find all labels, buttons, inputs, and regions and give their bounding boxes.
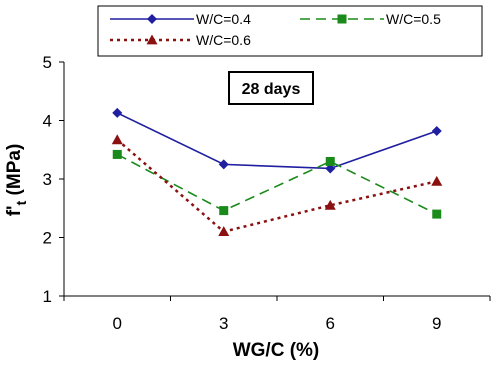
legend-label: W/C=0.5	[386, 11, 441, 27]
x-ticks: 0 3 6 9	[63, 296, 491, 333]
data-point	[325, 156, 335, 166]
data-point	[431, 175, 443, 186]
legend-item-1: W/C=0.4	[110, 11, 251, 27]
y-axis-title-unit: (MPa)	[4, 144, 25, 201]
series-3	[111, 134, 443, 237]
data-point	[325, 163, 336, 174]
annotation-box	[228, 71, 314, 105]
y-tick-label: 2	[43, 229, 52, 248]
legend-label: W/C=0.4	[196, 11, 251, 27]
y-axis-title-main: f'	[4, 205, 25, 216]
x-tick-label: 0	[113, 314, 122, 333]
data-point	[431, 126, 442, 137]
x-tick-label: 9	[432, 314, 441, 333]
y-tick-label: 3	[43, 170, 52, 189]
legend-swatch-marker	[146, 34, 158, 45]
x-tick-label: 3	[219, 314, 228, 333]
x-tick-label: 6	[326, 314, 335, 333]
annotation-label: 28 days	[242, 81, 301, 98]
plot-area: 1 2 3 4 5 0 3 6 9	[43, 53, 491, 333]
data-point	[218, 226, 230, 237]
data-point	[432, 209, 442, 219]
legend-swatch-marker	[337, 14, 347, 24]
series-group	[111, 107, 443, 237]
data-point	[112, 149, 122, 159]
series-1	[112, 107, 442, 174]
data-point	[324, 199, 336, 210]
series-2	[112, 149, 442, 219]
series-line	[116, 138, 438, 234]
x-axis-title: WG/C (%)	[233, 340, 320, 361]
series-line	[116, 153, 438, 215]
legend-swatch-marker	[147, 14, 157, 24]
data-point	[112, 107, 123, 118]
legend-label: W/C=0.6	[196, 32, 251, 48]
legend: W/C=0.4 W/C=0.5 W/C=0.6	[110, 11, 441, 48]
series-line	[116, 112, 438, 170]
y-tick-label: 5	[43, 53, 52, 72]
y-tick-label: 4	[43, 112, 52, 131]
legend-item-2: W/C=0.5	[300, 11, 441, 27]
legend-item-3: W/C=0.6	[110, 32, 251, 48]
legend-box	[97, 5, 483, 57]
data-point	[218, 159, 229, 170]
y-axis-title: f't (MPa)	[4, 144, 29, 217]
data-point	[111, 134, 123, 145]
y-axis-title-sub: t	[13, 200, 29, 205]
y-tick-label: 1	[43, 287, 52, 306]
data-point	[219, 206, 229, 216]
y-ticks: 1 2 3 4 5	[43, 53, 64, 306]
